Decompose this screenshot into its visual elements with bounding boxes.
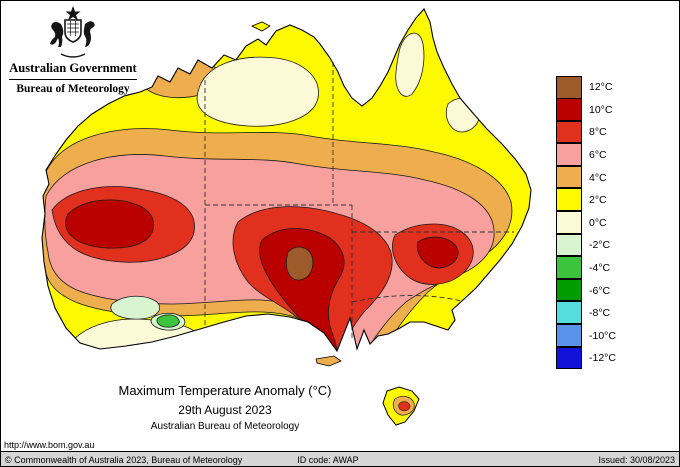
australia-coastline	[41, 8, 532, 353]
legend-item: -2°C	[556, 233, 616, 257]
region-darkred-east	[416, 236, 459, 269]
footer-idcode: ID code: AWAP	[297, 454, 359, 465]
legend-label: -12°C	[589, 352, 616, 365]
map-date: 29th August 2023	[178, 403, 272, 417]
legend-item: 12°C	[556, 76, 616, 99]
legend-swatch	[556, 143, 582, 166]
legend-item: -8°C	[556, 301, 616, 325]
legend-label: 0°C	[589, 216, 607, 229]
header-divider	[9, 79, 137, 80]
legend-item: 6°C	[556, 143, 616, 167]
footer-copyright: © Commonwealth of Australia 2023, Bureau…	[5, 454, 243, 465]
footer-url: http://www.bom.gov.au	[4, 440, 95, 450]
legend-swatch	[556, 278, 582, 302]
legend-item: 0°C	[556, 211, 616, 235]
legend-item: -10°C	[556, 324, 616, 348]
legend-item: -12°C	[556, 346, 616, 370]
legend-swatch	[556, 233, 582, 257]
legend-item: -4°C	[556, 256, 616, 280]
region-brown-core	[285, 246, 314, 281]
legend-label: 4°C	[589, 171, 607, 184]
legend-label: 10°C	[589, 103, 613, 116]
tiwi-islands	[251, 21, 271, 32]
region-palegreen-1	[110, 295, 160, 320]
legend-swatch	[556, 120, 582, 144]
bureau-title: Bureau of Meteorology	[16, 83, 130, 95]
legend-swatch	[556, 301, 582, 325]
kangaroo-island	[315, 355, 342, 367]
legend-swatch	[556, 211, 582, 234]
legend-label: 8°C	[589, 126, 607, 139]
legend-label: 2°C	[589, 194, 607, 207]
legend-item: -6°C	[556, 278, 616, 302]
map-attribution: Australian Bureau of Meteorology	[150, 421, 300, 432]
legend-item: 8°C	[556, 120, 616, 144]
legend-swatch	[556, 324, 582, 347]
legend-item: 10°C	[556, 98, 616, 122]
legend-label: -10°C	[589, 329, 616, 342]
state-borders	[204, 62, 514, 340]
coat-of-arms-icon	[50, 6, 95, 58]
legend-swatch	[556, 165, 582, 189]
footer-issued: Issued: 30/08/2023	[598, 454, 675, 465]
map-titles: Maximum Temperature Anomaly (°C) 29th Au…	[45, 383, 405, 432]
legend-label: 12°C	[589, 81, 613, 94]
header: Australian Government Bureau of Meteorol…	[8, 5, 138, 95]
government-title: Australian Government	[9, 61, 137, 75]
legend-swatch	[556, 256, 582, 279]
tasmania-red-spot	[398, 401, 411, 412]
legend-label: -6°C	[589, 284, 611, 297]
region-darkred-central	[259, 228, 345, 351]
legend-item: 4°C	[556, 165, 616, 189]
map-title: Maximum Temperature Anomaly (°C)	[118, 383, 332, 398]
legend: 12°C 10°C 8°C 6°C 4°C 2°C 0°C -2°C -4°C …	[556, 76, 616, 370]
legend-label: -8°C	[589, 307, 611, 320]
region-red-capeyork	[441, 52, 460, 69]
region-green	[156, 314, 180, 328]
legend-label: -4°C	[589, 262, 611, 275]
legend-label: 6°C	[589, 149, 607, 162]
footer-strip: © Commonwealth of Australia 2023, Bureau…	[0, 451, 680, 467]
region-cream-capeyork	[395, 32, 425, 97]
legend-swatch	[556, 188, 582, 212]
region-darkred-west	[65, 199, 154, 249]
legend-swatch	[556, 346, 582, 370]
legend-label: -2°C	[589, 239, 611, 252]
legend-swatch	[556, 76, 582, 99]
legend-swatch	[556, 98, 582, 121]
legend-item: 2°C	[556, 188, 616, 212]
